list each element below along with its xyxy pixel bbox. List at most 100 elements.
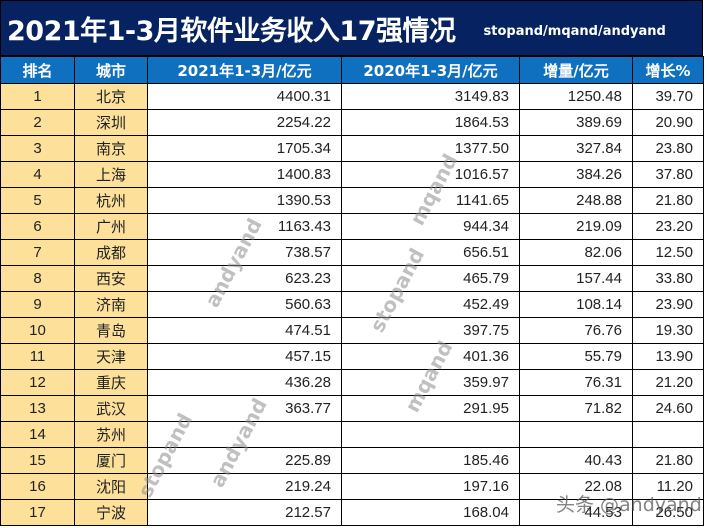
increase-cell: 82.06	[519, 239, 633, 266]
revenue-2021-cell: 623.23	[147, 265, 342, 292]
rank-cell: 17	[0, 499, 75, 526]
rank-cell: 3	[0, 135, 75, 162]
header-growth: 增长%	[632, 56, 704, 84]
rank-cell: 10	[0, 317, 75, 344]
increase-cell: 108.14	[519, 291, 633, 318]
rank-cell: 7	[0, 239, 75, 266]
increase-cell: 1250.48	[519, 83, 633, 110]
increase-cell: 327.84	[519, 135, 633, 162]
revenue-2021-cell: 225.89	[147, 447, 342, 474]
increase-cell: 76.31	[519, 369, 633, 396]
city-cell: 重庆	[74, 369, 148, 396]
revenue-2021-cell: 1705.34	[147, 135, 342, 162]
city-cell: 上海	[74, 161, 148, 188]
revenue-2020-cell: 1864.53	[341, 109, 520, 136]
rank-cell: 1	[0, 83, 75, 110]
increase-cell	[519, 421, 633, 448]
revenue-2021-cell: 363.77	[147, 395, 342, 422]
table-row: 17 宁波 212.57 168.04 44.53 26.50	[0, 499, 704, 526]
header-row: 排名 城市 2021年1-3月/亿元 2020年1-3月/亿元 增量/亿元 增长…	[0, 56, 704, 84]
city-cell: 杭州	[74, 187, 148, 214]
header-city: 城市	[74, 56, 148, 84]
revenue-2020-cell: 944.34	[341, 213, 520, 240]
city-cell: 济南	[74, 291, 148, 318]
table-row: 7 成都 738.57 656.51 82.06 12.50	[0, 239, 704, 266]
revenue-2021-cell: 212.57	[147, 499, 342, 526]
growth-cell: 19.30	[632, 317, 704, 344]
revenue-2020-cell: 465.79	[341, 265, 520, 292]
header-2021: 2021年1-3月/亿元	[147, 56, 342, 84]
city-cell: 苏州	[74, 421, 148, 448]
city-cell: 厦门	[74, 447, 148, 474]
revenue-table: 排名 城市 2021年1-3月/亿元 2020年1-3月/亿元 增量/亿元 增长…	[0, 56, 704, 526]
growth-cell: 21.20	[632, 369, 704, 396]
table-row: 4 上海 1400.83 1016.57 384.26 37.80	[0, 161, 704, 188]
table-row: 13 武汉 363.77 291.95 71.82 24.60	[0, 395, 704, 422]
footer-watermark: 头条 @andyand	[556, 494, 702, 516]
growth-cell: 23.90	[632, 291, 704, 318]
rank-cell: 8	[0, 265, 75, 292]
rank-cell: 4	[0, 161, 75, 188]
table-body: 1 北京 4400.31 3149.83 1250.48 39.70 2 深圳 2254.22 1…	[0, 83, 704, 526]
increase-cell: 76.76	[519, 317, 633, 344]
table-row: 10 青岛 474.51 397.75 76.76 19.30	[0, 317, 704, 344]
revenue-2020-cell: 291.95	[341, 395, 520, 422]
table-row: 16 沈阳 219.24 197.16 22.08 11.20	[0, 473, 704, 500]
table-row: 8 西安 623.23 465.79 157.44 33.80	[0, 265, 704, 292]
table-row: 12 重庆 436.28 359.97 76.31 21.20	[0, 369, 704, 396]
revenue-2020-cell	[341, 421, 520, 448]
city-cell: 青岛	[74, 317, 148, 344]
rank-cell: 9	[0, 291, 75, 318]
author-tags: stopand/mqand/andyand	[483, 23, 666, 39]
header-2020: 2020年1-3月/亿元	[341, 56, 520, 84]
growth-cell: 33.80	[632, 265, 704, 292]
rank-cell: 13	[0, 395, 75, 422]
increase-cell: 40.43	[519, 447, 633, 474]
growth-cell: 13.90	[632, 343, 704, 370]
growth-cell: 23.80	[632, 135, 704, 162]
page-title: 2021年1-3月软件业务收入17强情况	[7, 15, 456, 47]
increase-cell: 44.53	[519, 499, 633, 526]
rank-cell: 14	[0, 421, 75, 448]
revenue-2021-cell: 474.51	[147, 317, 342, 344]
revenue-2020-cell: 1141.65	[341, 187, 520, 214]
growth-cell: 20.90	[632, 109, 704, 136]
table-row: 5 杭州 1390.53 1141.65 248.88 21.80	[0, 187, 704, 214]
revenue-2020-cell: 656.51	[341, 239, 520, 266]
growth-cell	[632, 421, 704, 448]
table-row: 2 深圳 2254.22 1864.53 389.69 20.90	[0, 109, 704, 136]
table-row: 3 南京 1705.34 1377.50 327.84 23.80	[0, 135, 704, 162]
city-cell: 西安	[74, 265, 148, 292]
increase-cell: 71.82	[519, 395, 633, 422]
table-row: 11 天津 457.15 401.36 55.79 13.90	[0, 343, 704, 370]
revenue-2020-cell: 401.36	[341, 343, 520, 370]
revenue-2021-cell: 1163.43	[147, 213, 342, 240]
rank-cell: 2	[0, 109, 75, 136]
revenue-2021-cell: 457.15	[147, 343, 342, 370]
growth-cell: 23.20	[632, 213, 704, 240]
increase-cell: 389.69	[519, 109, 633, 136]
revenue-2021-cell	[147, 421, 342, 448]
revenue-2020-cell: 3149.83	[341, 83, 520, 110]
revenue-2021-cell: 560.63	[147, 291, 342, 318]
city-cell: 成都	[74, 239, 148, 266]
rank-cell: 15	[0, 447, 75, 474]
growth-cell: 26.50	[632, 499, 704, 526]
revenue-2020-cell: 359.97	[341, 369, 520, 396]
revenue-2020-cell: 197.16	[341, 473, 520, 500]
table-row: 15 厦门 225.89 185.46 40.43 21.80	[0, 447, 704, 474]
increase-cell: 55.79	[519, 343, 633, 370]
city-cell: 深圳	[74, 109, 148, 136]
revenue-2020-cell: 397.75	[341, 317, 520, 344]
table-row: 6 广州 1163.43 944.34 219.09 23.20	[0, 213, 704, 240]
revenue-2021-cell: 1400.83	[147, 161, 342, 188]
header-increase: 增量/亿元	[519, 56, 633, 84]
revenue-2021-cell: 436.28	[147, 369, 342, 396]
city-cell: 广州	[74, 213, 148, 240]
title-bar: 2021年1-3月软件业务收入17强情况 stopand/mqand/andya…	[0, 0, 703, 56]
growth-cell: 11.20	[632, 473, 704, 500]
revenue-2020-cell: 168.04	[341, 499, 520, 526]
revenue-2020-cell: 1377.50	[341, 135, 520, 162]
growth-cell: 12.50	[632, 239, 704, 266]
revenue-2020-cell: 452.49	[341, 291, 520, 318]
